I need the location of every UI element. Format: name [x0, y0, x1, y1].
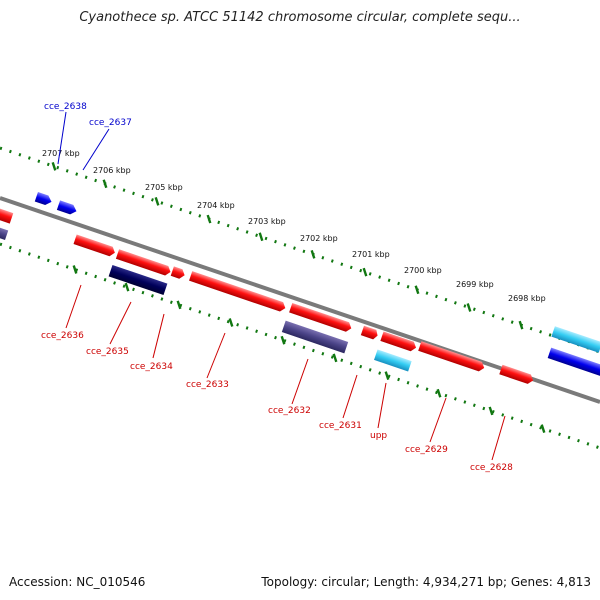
callout-line	[82, 128, 110, 171]
callout-line	[429, 397, 447, 443]
tick-mark-outer	[206, 214, 212, 224]
gene-cce-2638[interactable]	[34, 192, 53, 207]
callout-line	[152, 313, 165, 359]
tick-mark-outer	[310, 250, 316, 259]
gene-label-reverse[interactable]: cce_2628	[470, 463, 513, 473]
outer-tick-track	[0, 146, 600, 354]
callout-line	[291, 358, 309, 405]
gene-cce-2628[interactable]	[499, 364, 534, 385]
gene-cyan-right-forward[interactable]	[551, 326, 600, 353]
kbp-tick-label: 2701 kbp	[352, 250, 390, 259]
gene-label-forward[interactable]: cce_2638	[44, 102, 87, 112]
tick-mark-inner	[488, 406, 494, 416]
tick-mark-outer	[102, 179, 108, 189]
tick-mark-outer	[518, 320, 524, 330]
accession-text: Accession: NC_010546	[9, 575, 146, 589]
callout-line	[65, 284, 82, 329]
tick-mark-inner	[228, 318, 234, 327]
tick-mark-outer	[414, 285, 420, 295]
gene-cce-2635[interactable]	[115, 249, 172, 277]
kbp-tick-label: 2703 kbp	[248, 217, 286, 226]
gene-cce-2634[interactable]	[108, 264, 168, 296]
kbp-tick-label: 2702 kbp	[300, 234, 338, 243]
gene-small-red-a[interactable]	[170, 266, 187, 280]
gene-label-reverse[interactable]: cce_2633	[186, 380, 229, 390]
kbp-tick-label: 2707 kbp	[42, 149, 80, 158]
tick-mark-outer	[362, 267, 368, 277]
gene-label-reverse[interactable]: cce_2629	[405, 445, 448, 455]
kbp-tick-label: 2704 kbp	[197, 201, 235, 210]
tick-mark-inner	[124, 282, 130, 292]
tick-mark-outer	[51, 161, 57, 171]
gene-label-reverse[interactable]: cce_2632	[268, 406, 311, 416]
gene-label-reverse[interactable]: cce_2631	[319, 421, 362, 431]
kbp-tick-label: 2705 kbp	[145, 183, 183, 192]
kbp-tick-label: 2699 kbp	[456, 280, 494, 289]
callout-line	[342, 374, 358, 419]
tick-mark-inner	[72, 265, 78, 274]
kbp-tick-label: 2706 kbp	[93, 166, 131, 175]
gene-label-reverse[interactable]: upp	[370, 431, 387, 441]
tick-mark-outer	[154, 197, 160, 206]
tick-mark-outer	[466, 303, 472, 312]
gene-leftedge-purple[interactable]	[0, 223, 9, 240]
gene-upp-cyan[interactable]	[374, 349, 412, 372]
gene-label-forward[interactable]: cce_2637	[89, 118, 132, 128]
genes	[0, 192, 600, 385]
gene-upp[interactable]	[380, 331, 417, 352]
gene-label-reverse[interactable]: cce_2636	[41, 331, 84, 341]
kbp-labels: 2707 kbp 2706 kbp 2705 kbp 2704 kbp 2703 kbp…	[42, 149, 546, 303]
gene-cce-2632-red[interactable]	[289, 302, 353, 333]
tick-mark-inner	[540, 424, 546, 433]
inner-tick-track	[0, 242, 600, 450]
callout-line	[491, 415, 506, 461]
gene-cce-2629[interactable]	[418, 341, 486, 372]
callout-line	[206, 332, 226, 379]
tick-mark-inner	[436, 388, 442, 398]
tick-mark-outer	[258, 232, 264, 242]
kbp-tick-label: 2700 kbp	[404, 266, 442, 275]
gene-cce-2632[interactable]	[281, 320, 349, 354]
kbp-tick-label: 2698 kbp	[508, 294, 546, 303]
gene-cce-2636[interactable]	[73, 234, 117, 257]
gene-cce-2633[interactable]	[189, 271, 287, 313]
gene-cce-2637[interactable]	[56, 200, 78, 216]
topology-summary: Topology: circular; Length: 4,934,271 bp…	[261, 575, 591, 589]
chromosome-backbone	[0, 196, 600, 404]
gene-cce-2631[interactable]	[360, 325, 379, 341]
tick-mark-inner	[332, 353, 338, 363]
major-ticks	[51, 161, 546, 433]
gene-blue-right-reverse[interactable]	[547, 347, 600, 378]
map-title: Cyanothece sp. ATCC 51142 chromosome cir…	[79, 10, 521, 25]
gene-leftedge-red[interactable]	[0, 204, 14, 224]
tick-mark-inner	[176, 300, 182, 310]
tick-mark-inner	[280, 335, 286, 345]
gene-label-reverse[interactable]: cce_2635	[86, 347, 129, 357]
callout-line	[377, 382, 387, 429]
callout-line	[109, 301, 132, 345]
callout-line	[57, 111, 67, 165]
tick-mark-inner	[384, 371, 390, 380]
gene-label-reverse[interactable]: cce_2634	[130, 362, 173, 372]
